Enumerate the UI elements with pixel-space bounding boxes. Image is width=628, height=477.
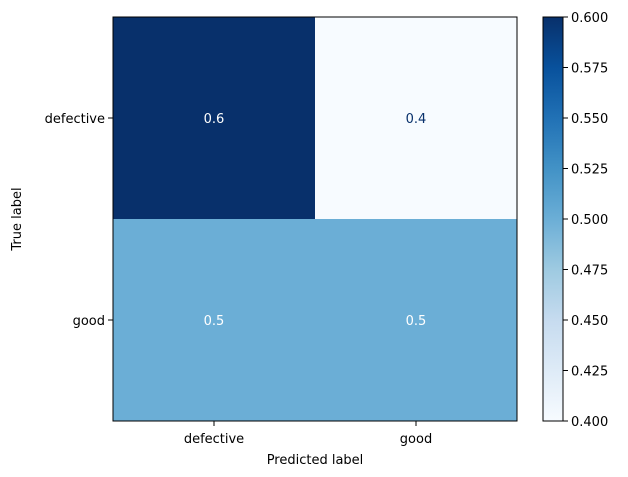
matrix-cell-labels: 0.6 0.4 0.5 0.5 — [204, 112, 427, 329]
cell-value-label: 0.4 — [406, 112, 427, 127]
matrix-cell — [315, 219, 517, 421]
colorbar-tick-label: 0.525 — [571, 163, 608, 178]
colorbar-tick-label: 0.575 — [571, 62, 608, 77]
cell-value-label: 0.5 — [204, 314, 225, 329]
y-tick-label: defective — [45, 112, 105, 127]
y-axis-ticks: defective good — [45, 112, 113, 329]
colorbar-tick-label: 0.400 — [571, 415, 608, 430]
colorbar — [542, 16, 564, 422]
matrix-cell — [113, 17, 315, 219]
colorbar-tick-label: 0.550 — [571, 112, 608, 127]
colorbar-tick-label: 0.475 — [571, 264, 608, 279]
x-axis-label: Predicted label — [267, 453, 364, 468]
matrix-cell — [113, 219, 315, 421]
plot-frame — [112, 16, 518, 422]
colorbar-tick-label: 0.425 — [571, 365, 608, 380]
cell-value-label: 0.6 — [204, 112, 225, 127]
y-axis-label: True label — [10, 187, 25, 251]
cell-value-label: 0.5 — [406, 314, 427, 329]
colorbar-tick-label: 0.450 — [571, 314, 608, 329]
matrix-cells — [113, 17, 517, 421]
x-tick-label: defective — [184, 432, 244, 447]
matrix-cell — [315, 17, 517, 219]
colorbar-tick-label: 0.600 — [571, 11, 608, 26]
x-axis-ticks: defective good — [184, 421, 432, 447]
colorbar-tick-label: 0.500 — [571, 213, 608, 228]
y-tick-label: good — [73, 314, 105, 329]
x-tick-label: good — [400, 432, 432, 447]
colorbar-ticks: 0.400 0.425 0.450 0.475 0.500 0.525 0.550 0.575… — [563, 11, 608, 430]
